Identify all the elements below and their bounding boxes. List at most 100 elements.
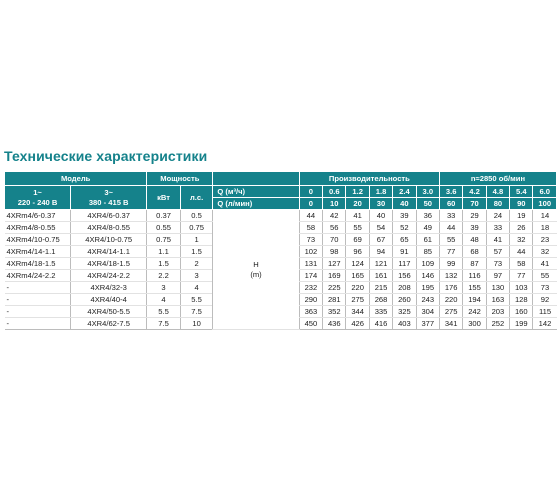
- head-value: 14: [532, 209, 557, 222]
- table-row: 4XRm4/14-1.1 4XR4/14-1.1 1.1 1.5 102 98 96 94 91…: [4, 245, 557, 258]
- power-hp: 2: [179, 257, 213, 270]
- head-value: 44: [438, 221, 463, 234]
- model-single-phase: 4XRm4/18-1.5: [4, 257, 71, 270]
- table-header: Модель Мощность Производительность n≈285…: [3, 171, 558, 210]
- head-value: 115: [532, 305, 557, 318]
- head-value: 41: [485, 233, 510, 246]
- three-phase-header: 3~ 380 - 415 В: [70, 185, 148, 210]
- head-value: 127: [322, 257, 346, 270]
- head-value: 67: [368, 233, 393, 246]
- model-three-phase: 4XR4/18-1.5: [70, 257, 147, 270]
- q-lmin-value: 40: [392, 197, 417, 210]
- model-three-phase: 4XR4/24-2.2: [70, 269, 147, 282]
- head-value: 68: [462, 245, 487, 258]
- power-hp: 7.5: [179, 305, 213, 318]
- head-value: 33: [438, 209, 463, 222]
- head-value: 96: [345, 245, 370, 258]
- single-phase-header: 1~ 220 - 240 В: [3, 185, 72, 210]
- table-row: 4XRm4/8-0.55 4XR4/8-0.55 0.55 0.75 58 56 55 54 5…: [4, 221, 557, 234]
- power-kw: 2.2: [146, 269, 181, 282]
- head-value: 58: [298, 221, 323, 234]
- head-value: 92: [532, 293, 557, 306]
- head-value: 220: [345, 281, 370, 294]
- power-kw: 7.5: [146, 317, 181, 330]
- q-m3-value: 4.2: [462, 185, 487, 198]
- q-lmin-value: 10: [322, 197, 347, 210]
- power-kw: 1.5: [146, 257, 181, 270]
- table-row: 4XRm4/24-2.2 4XR4/24-2.2 2.2 3 174 169 165 161 1…: [4, 269, 557, 282]
- head-value: 160: [509, 305, 533, 318]
- model-three-phase: 4XR4/8-0.55: [70, 221, 147, 234]
- model-three-phase: 4XR4/6-0.37: [70, 209, 147, 222]
- head-value: 225: [322, 281, 346, 294]
- head-value: 23: [532, 233, 557, 246]
- model-three-phase: 4XR4/14-1.1: [70, 245, 147, 258]
- head-value: 19: [509, 209, 533, 222]
- head-value: 56: [322, 221, 346, 234]
- single-phase-voltage: 220 - 240 В: [17, 197, 58, 207]
- hp-header: л.с.: [179, 185, 214, 210]
- q-lmin-value: 20: [345, 197, 370, 210]
- model-single-phase: 4XRm4/6-0.37: [4, 209, 71, 222]
- head-value: 36: [415, 209, 440, 222]
- head-value: 49: [415, 221, 440, 234]
- head-value: 377: [415, 317, 440, 330]
- head-value: 352: [322, 305, 346, 318]
- q-lmin-value: 90: [509, 197, 534, 210]
- head-value: 174: [298, 269, 323, 282]
- model-single-phase: -: [4, 305, 71, 318]
- head-value: 215: [368, 281, 393, 294]
- head-value: 208: [392, 281, 417, 294]
- model-three-phase: 4XR4/10-0.75: [70, 233, 147, 246]
- head-value: 109: [415, 257, 440, 270]
- head-value: 220: [438, 293, 463, 306]
- head-value: 57: [485, 245, 510, 258]
- head-value: 130: [485, 281, 510, 294]
- model-three-phase: 4XR4/40-4: [70, 293, 147, 306]
- head-value: 155: [462, 281, 487, 294]
- q-m3-value: 4.8: [485, 185, 511, 198]
- model-three-phase: 4XR4/62-7.5: [70, 317, 147, 330]
- head-value: 33: [485, 221, 510, 234]
- head-value: 165: [345, 269, 370, 282]
- q-m3-header: Q (м³/ч): [212, 185, 300, 198]
- power-hp: 5.5: [179, 293, 213, 306]
- head-value: 87: [462, 257, 487, 270]
- power-hp: 1.5: [179, 245, 213, 258]
- q-lmin-value: 30: [368, 197, 394, 210]
- head-value: 42: [322, 209, 346, 222]
- q-lmin-value: 0: [298, 197, 324, 210]
- head-value: 65: [392, 233, 417, 246]
- head-value: 146: [415, 269, 440, 282]
- head-value: 275: [438, 305, 463, 318]
- head-value: 91: [392, 245, 417, 258]
- table-row: 4XRm4/6-0.37 4XR4/6-0.37 0.37 0.5 H (m) 44 42 41…: [4, 209, 557, 330]
- head-value: 300: [462, 317, 487, 330]
- head-value: 55: [532, 269, 557, 282]
- table-row: -4XR4/32-3 3 4 232 225 220 215 208 195 176 155 130 1…: [4, 281, 557, 294]
- head-value: 44: [509, 245, 533, 258]
- model-single-phase: -: [4, 281, 71, 294]
- q-m3-value: 6.0: [532, 185, 557, 198]
- head-value: 61: [415, 233, 440, 246]
- head-value: 169: [322, 269, 346, 282]
- head-label-unit: (m): [250, 269, 262, 279]
- q-m3-value: 0: [298, 185, 324, 198]
- table-row: -4XR4/62-7.5 7.5 10 450 436 426 416 403 377 341 30…: [4, 317, 557, 330]
- power-kw: 4: [146, 293, 181, 306]
- power-kw: 1.1: [146, 245, 181, 258]
- head-value: 281: [322, 293, 346, 306]
- head-value: 94: [368, 245, 393, 258]
- power-hp: 4: [179, 281, 213, 294]
- head-value: 73: [298, 233, 323, 246]
- power-header: Мощность: [146, 171, 214, 186]
- single-phase-symbol: 1~: [33, 187, 42, 197]
- q-lmin-value: 70: [462, 197, 487, 210]
- q-lmin-value: 60: [438, 197, 464, 210]
- head-value: 176: [438, 281, 463, 294]
- head-value: 194: [462, 293, 487, 306]
- speed-header: n≈2850 об/мин: [438, 171, 558, 186]
- q-m3-value: 1.8: [368, 185, 394, 198]
- q-m3-value: 3.0: [415, 185, 440, 198]
- head-value: 99: [438, 257, 463, 270]
